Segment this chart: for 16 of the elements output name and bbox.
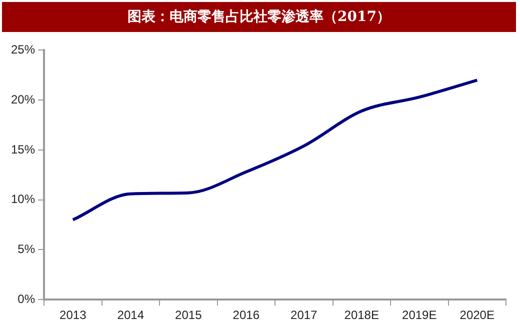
y-tick-label: 0%: [18, 292, 36, 306]
y-tick-label: 10%: [10, 192, 36, 206]
x-tick-label: 2015: [175, 308, 202, 322]
x-tick-label: 2017: [290, 308, 318, 322]
x-tick-label: 2013: [60, 308, 87, 322]
y-tick-label: 25%: [10, 42, 36, 57]
x-tick-label: 2014: [117, 308, 144, 322]
x-tick-label: 2016: [232, 308, 260, 322]
chart-title: 图表：电商零售占比社零渗透率（2017）: [2, 2, 516, 32]
x-tick-label: 2019E: [402, 308, 437, 322]
y-tick-label: 15%: [10, 142, 36, 156]
y-tick-label: 20%: [10, 92, 36, 106]
x-tick-label: 2018E: [344, 308, 379, 322]
y-tick-label: 5%: [18, 242, 36, 256]
line-series: [71, 78, 479, 222]
x-tick-label: 2020E: [460, 308, 494, 322]
